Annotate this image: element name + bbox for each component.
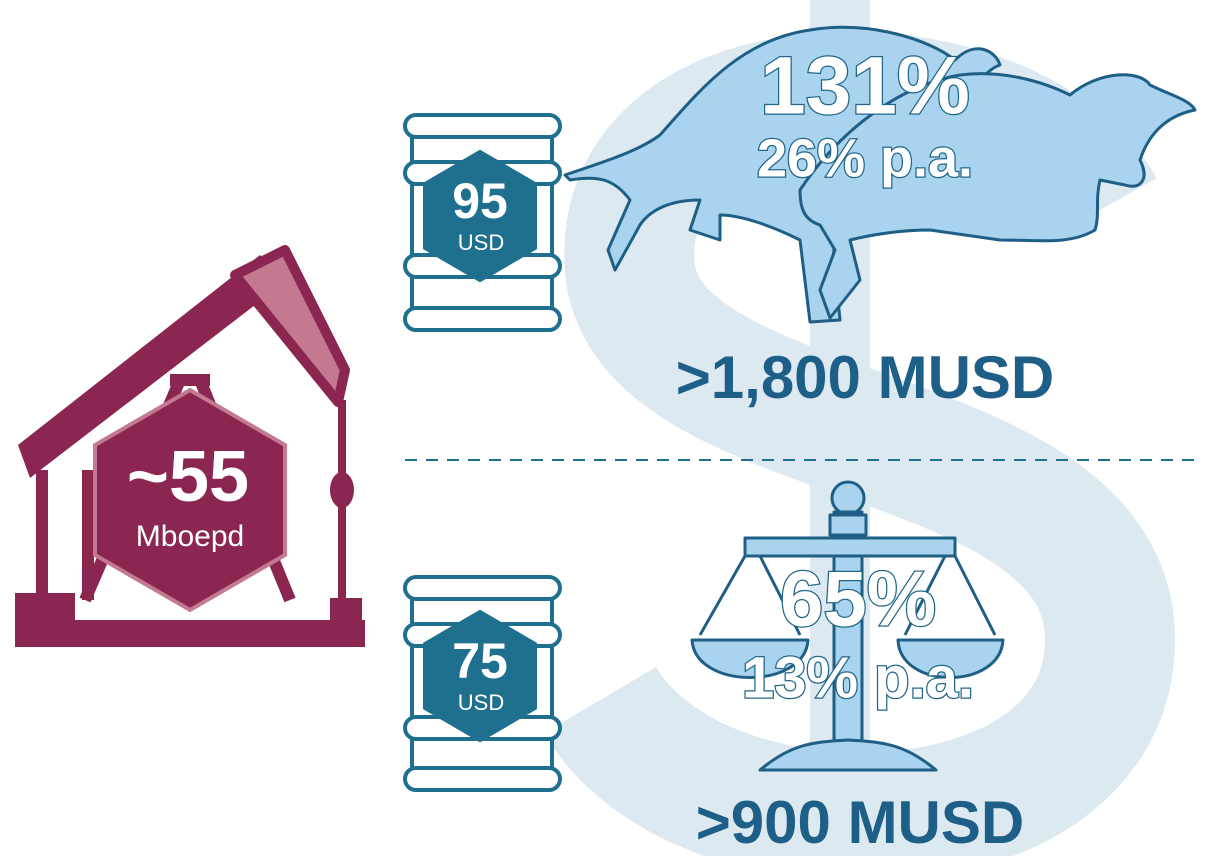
production-value: ~55	[127, 437, 249, 517]
production-unit: Mboepd	[136, 520, 244, 553]
price: 95	[452, 173, 508, 229]
price-unit: USD	[458, 230, 504, 255]
return: 131%	[760, 41, 970, 132]
return: 65%	[780, 555, 936, 643]
value-estimate: >1,800 MUSD	[676, 344, 1055, 411]
infographic: ~55 Mboepd 95 USD 75 USD 131% 26% p.a. >…	[0, 0, 1206, 856]
annual-return: 13% p.a.	[742, 645, 974, 710]
price: 75	[452, 633, 508, 689]
annual-return: 26% p.a.	[757, 128, 973, 188]
price-unit: USD	[458, 690, 504, 715]
value-estimate: >900 MUSD	[696, 789, 1024, 856]
